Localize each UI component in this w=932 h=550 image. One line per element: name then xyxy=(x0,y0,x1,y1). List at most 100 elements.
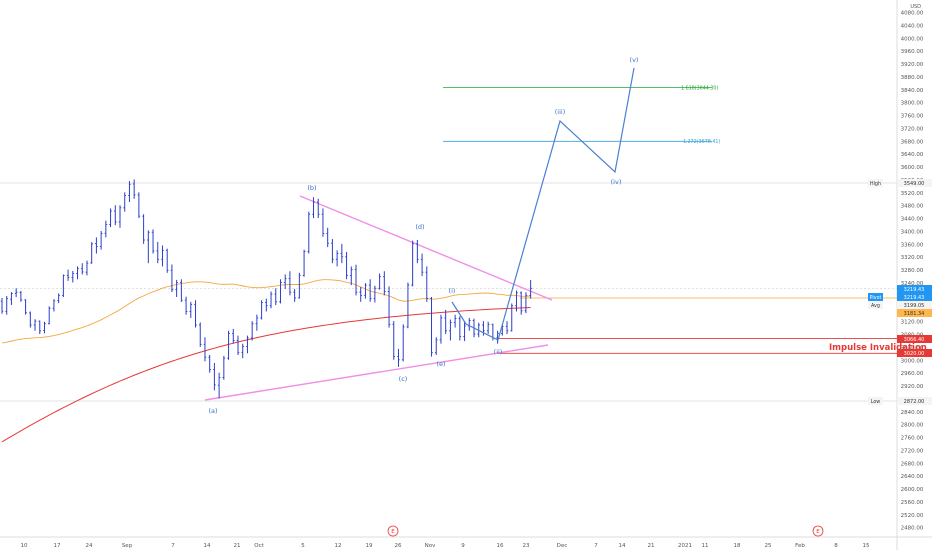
wave-label: (e) xyxy=(436,360,445,368)
x-tick-label: 25 xyxy=(765,543,772,549)
x-tick-label: 15 xyxy=(863,543,870,549)
x-tick-label: Dec xyxy=(557,543,568,549)
wave-label: (iii) xyxy=(555,108,566,116)
event-marker-label: E xyxy=(391,529,395,535)
x-tick-label: 8 xyxy=(834,543,838,549)
price-tag xyxy=(897,301,932,309)
y-tick-label: 2640.00 xyxy=(901,474,924,480)
price-tag-value: 3219.43 xyxy=(904,295,925,301)
wave-projection-path xyxy=(451,67,635,341)
price-tag-value: 3219.43 xyxy=(904,287,925,293)
price-tag-value: 2872.00 xyxy=(904,399,925,405)
x-tick-label: 19 xyxy=(366,543,373,549)
y-tick-label: 2800.00 xyxy=(901,423,924,429)
impulse-invalidation-annotation: Impulse Invalidation xyxy=(829,343,927,353)
wave-label: (v) xyxy=(630,56,639,64)
price-tag-label: Avg xyxy=(871,303,880,309)
y-tick-label: 4000.00 xyxy=(901,36,924,42)
x-tick-label: 17 xyxy=(54,543,61,549)
price-tag-value: 3199.05 xyxy=(904,303,925,309)
x-tick-label: 7 xyxy=(594,543,598,549)
y-tick-label: 3120.00 xyxy=(901,320,924,326)
upper-trendline xyxy=(299,195,553,301)
y-tick-label: 2760.00 xyxy=(901,436,924,442)
y-tick-label: 3640.00 xyxy=(901,152,924,158)
y-tick-label: 2960.00 xyxy=(901,371,924,377)
x-tick-label: 7 xyxy=(171,543,175,549)
price-tag-label: Pivot xyxy=(870,295,882,301)
x-tick-label: Oct xyxy=(254,543,264,549)
y-tick-label: 3240.00 xyxy=(901,281,924,287)
currency-label: USD xyxy=(910,4,921,10)
price-tag xyxy=(897,335,932,343)
y-tick-label: 2840.00 xyxy=(901,410,924,416)
wave-label: (b) xyxy=(307,184,316,192)
y-tick-label: 3040.00 xyxy=(901,345,924,351)
y-tick-label: 3680.00 xyxy=(901,139,924,145)
x-tick-label: Sep xyxy=(122,543,133,549)
wave-label: (a) xyxy=(208,407,217,415)
wave-label: (i) xyxy=(449,287,456,295)
price-tag xyxy=(897,179,932,187)
price-tag xyxy=(897,309,932,317)
price-tag-value: 3020.00 xyxy=(904,351,925,357)
y-tick-label: 2480.00 xyxy=(901,526,924,532)
y-tick-label: 3840.00 xyxy=(901,88,924,94)
price-tag xyxy=(897,285,932,293)
y-tick-label: 3720.00 xyxy=(901,126,924,132)
y-tick-label: 3360.00 xyxy=(901,242,924,248)
y-tick-label: 3920.00 xyxy=(901,62,924,68)
x-tick-label: 14 xyxy=(204,543,211,549)
wave-label: (ii) xyxy=(494,348,503,356)
x-tick-label: 18 xyxy=(734,543,741,549)
event-marker xyxy=(812,525,824,537)
y-tick-label: 3400.00 xyxy=(901,229,924,235)
lower-trendline xyxy=(204,344,549,401)
price-tag-value: 3549.00 xyxy=(904,181,925,187)
y-tick-label: 3960.00 xyxy=(901,49,924,55)
x-tick-label: 26 xyxy=(395,543,402,549)
price-tag-value: 3066.40 xyxy=(904,337,925,343)
x-tick-label: Feb xyxy=(795,543,805,549)
y-tick-label: 2560.00 xyxy=(901,500,924,506)
price-tag-label: Low xyxy=(871,399,881,405)
y-tick-label: 3000.00 xyxy=(901,358,924,364)
x-tick-label: 24 xyxy=(86,543,93,549)
price-tag-value: 3181.34 xyxy=(904,311,925,317)
fib-1272-label: 1.272(3678.41) xyxy=(683,139,720,145)
y-tick-label: 2600.00 xyxy=(901,487,924,493)
x-tick-label: 14 xyxy=(619,543,626,549)
price-tag-label: High xyxy=(870,181,881,187)
y-tick-label: 3320.00 xyxy=(901,255,924,261)
y-tick-label: 3880.00 xyxy=(901,75,924,81)
wave-label: (iv) xyxy=(611,178,622,186)
event-marker-label: E xyxy=(816,529,820,535)
wave-label: (d) xyxy=(415,223,424,231)
x-tick-label: 23 xyxy=(523,543,530,549)
y-tick-label: 4040.00 xyxy=(901,23,924,29)
price-tag xyxy=(897,349,932,357)
y-tick-label: 2680.00 xyxy=(901,461,924,467)
x-tick-label: 21 xyxy=(648,543,655,549)
y-tick-label: 3600.00 xyxy=(901,165,924,171)
y-tick-label: 3480.00 xyxy=(901,204,924,210)
x-tick-label: 9 xyxy=(461,543,465,549)
y-tick-label: 2720.00 xyxy=(901,448,924,454)
x-tick-label: 16 xyxy=(497,543,504,549)
event-marker xyxy=(387,525,399,537)
price-tag-label-box xyxy=(868,179,883,187)
y-tick-label: 2920.00 xyxy=(901,384,924,390)
x-tick-label: 21 xyxy=(234,543,241,549)
y-tick-label: 3760.00 xyxy=(901,114,924,120)
y-tick-label: 2520.00 xyxy=(901,513,924,519)
x-tick-label: 5 xyxy=(301,543,305,549)
x-tick-label: Nov xyxy=(425,543,436,549)
y-tick-label: 3280.00 xyxy=(901,268,924,274)
y-tick-label: 3440.00 xyxy=(901,217,924,223)
moving-average-fast xyxy=(1,279,531,344)
price-tag xyxy=(897,293,932,301)
y-tick-label: 3800.00 xyxy=(901,101,924,107)
y-tick-label: 4080.00 xyxy=(901,11,924,17)
x-tick-label: 2021 xyxy=(678,543,692,549)
